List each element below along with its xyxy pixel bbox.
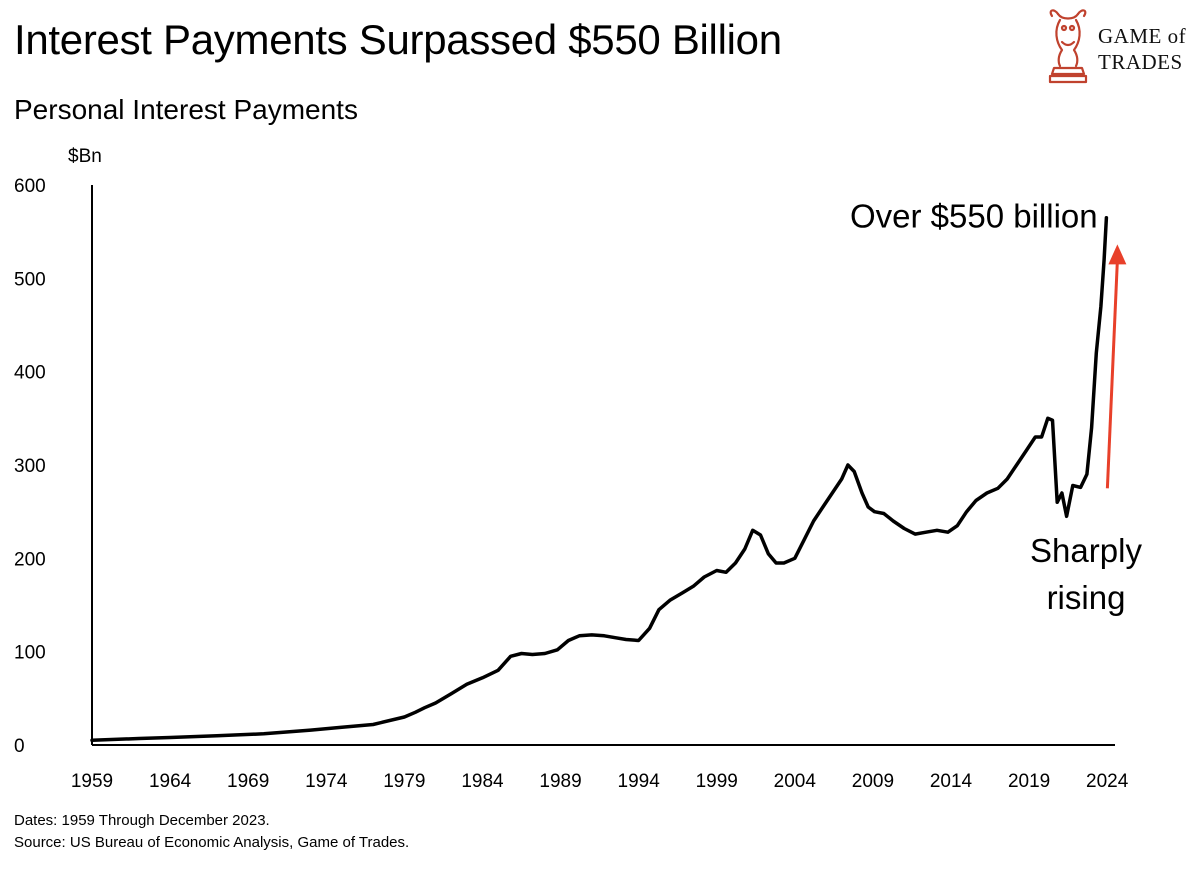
rising-arrow-shaft xyxy=(1105,260,1119,489)
line-chart: $Bn 0 100 200 300 400 500 600 1959 1964 1969 1974 19… xyxy=(14,146,1142,792)
brand-logo: GAME of TRADES xyxy=(1040,6,1190,88)
y-tick-label: 500 xyxy=(14,269,46,290)
y-tick-label: 0 xyxy=(14,736,25,757)
rising-arrow-head xyxy=(1108,244,1127,265)
chart-subtitle: Personal Interest Payments xyxy=(14,94,358,125)
x-tick-label: 2009 xyxy=(852,771,894,792)
x-tick-label: 1974 xyxy=(305,771,348,792)
x-tick-label: 2019 xyxy=(1008,771,1050,792)
x-tick-label: 2024 xyxy=(1086,771,1129,792)
x-tick-label: 1969 xyxy=(227,771,269,792)
x-tick-label: 2014 xyxy=(930,771,973,792)
x-tick-label: 1959 xyxy=(71,771,113,792)
y-tick-label: 200 xyxy=(14,549,46,570)
x-tick-label: 1994 xyxy=(618,771,661,792)
annotation-over-550-billion: Over $550 billion xyxy=(850,198,1098,235)
series-line xyxy=(90,215,1109,743)
x-tick-label: 1964 xyxy=(149,771,192,792)
x-tick-label: 1979 xyxy=(383,771,425,792)
x-tick-label: 1984 xyxy=(461,771,504,792)
bull-chess-knight-icon xyxy=(1048,9,1088,84)
x-tick-label: 1999 xyxy=(696,771,738,792)
footnote-dates: Dates: 1959 Through December 2023. xyxy=(14,812,270,829)
y-tick-label: 600 xyxy=(14,176,46,197)
logo-text-trades: TRADES xyxy=(1098,50,1183,74)
annotation-sharply: Sharply xyxy=(1030,532,1142,569)
x-tick-label: 2004 xyxy=(774,771,817,792)
logo-text-game: GAME of xyxy=(1098,24,1187,48)
x-tick-label: 1989 xyxy=(539,771,581,792)
annotation-rising: rising xyxy=(1047,579,1126,616)
footnote-source: Source: US Bureau of Economic Analysis, … xyxy=(14,834,410,851)
y-tick-label: 100 xyxy=(14,643,46,664)
y-tick-label: 300 xyxy=(14,456,46,477)
y-axis-label: $Bn xyxy=(68,146,102,167)
y-tick-label: 400 xyxy=(14,363,46,384)
chart-title: Interest Payments Surpassed $550 Billion xyxy=(14,16,782,63)
footnote: Dates: 1959 Through December 2023. Sourc… xyxy=(14,810,409,854)
